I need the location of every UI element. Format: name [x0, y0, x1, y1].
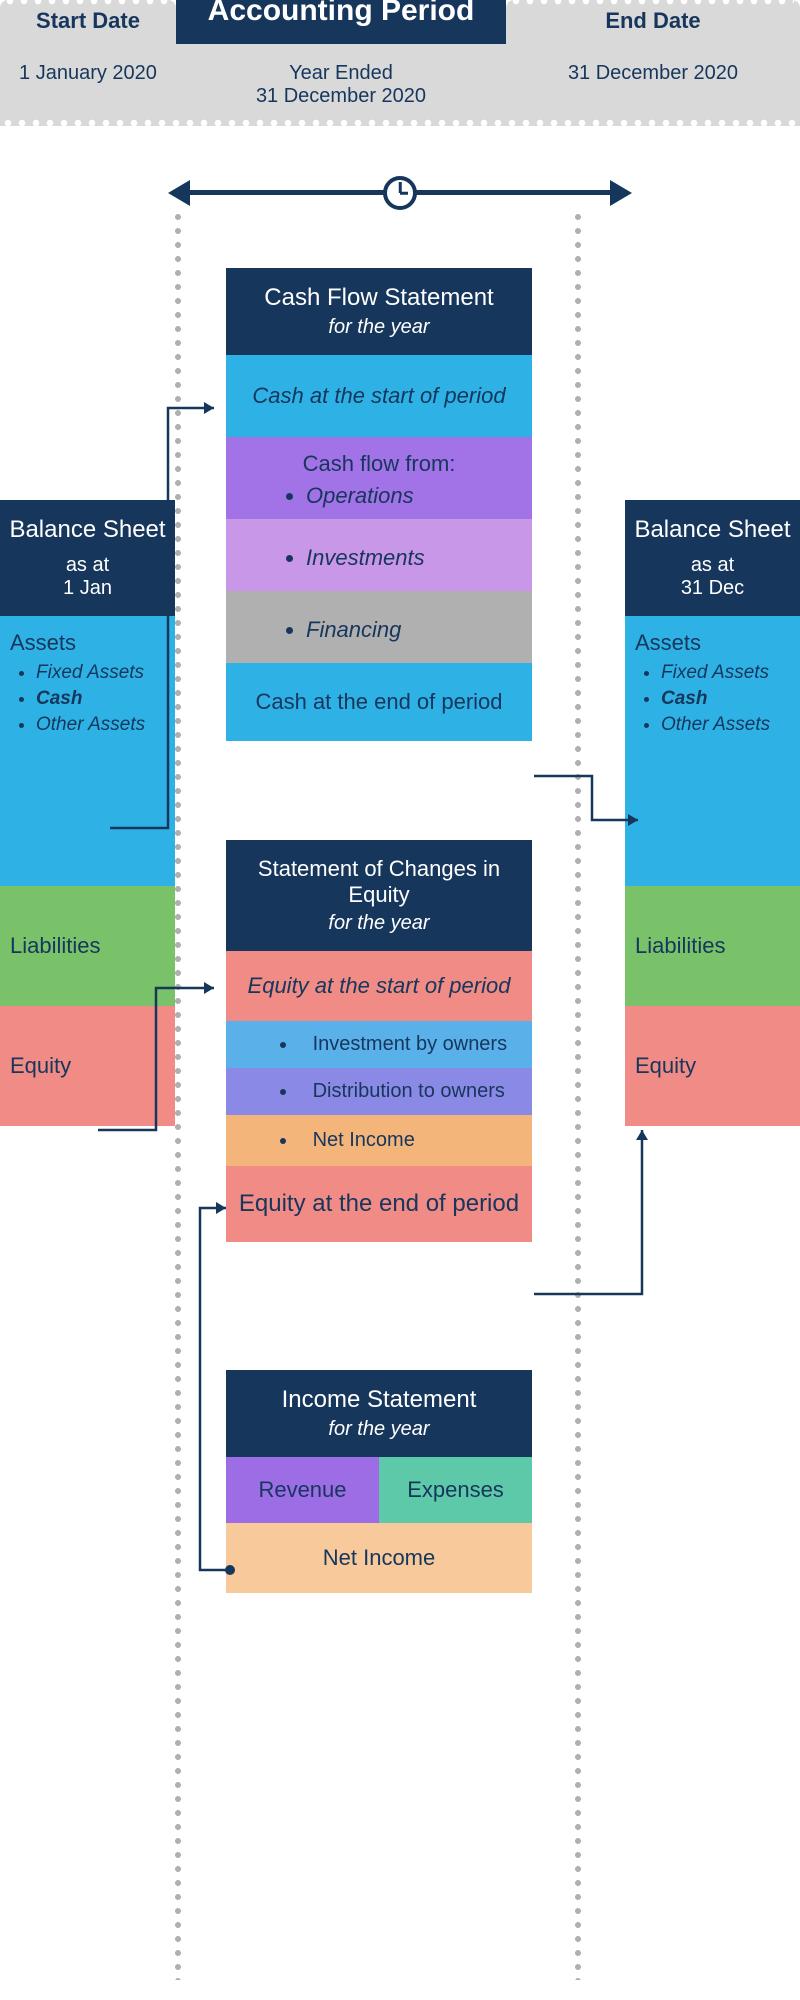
- income-title: Income Statement for the year: [226, 1370, 532, 1457]
- cashflow-inv: Investments: [226, 519, 532, 591]
- equity-end: Equity at the end of period: [226, 1166, 532, 1242]
- income-rev: Revenue: [226, 1457, 379, 1523]
- period-text: Year Ended 31 December 2020: [176, 44, 506, 126]
- start-tab: Start Date: [0, 0, 176, 44]
- balance-sheet-end: Balance Sheet as at 31 Dec Assets Fixed …: [625, 500, 800, 1126]
- start-date: 1 January 2020: [0, 44, 176, 126]
- equity-block: Statement of Changes in Equity for the y…: [226, 840, 532, 1242]
- header-dates: 1 January 2020 Year Ended 31 December 20…: [0, 44, 800, 126]
- bs-end-liab: Liabilities: [625, 886, 800, 1006]
- cashflow-from: Cash flow from: Operations: [226, 437, 532, 519]
- equity-inv: Investment by owners: [226, 1021, 532, 1068]
- bs-end-equity: Equity: [625, 1006, 800, 1126]
- bs-end-assets: Assets Fixed Assets Cash Other Assets: [625, 616, 800, 886]
- income-block: Income Statement for the year Revenue Ex…: [226, 1370, 532, 1593]
- cashflow-title: Cash Flow Statement for the year: [226, 268, 532, 355]
- main-tab: Accounting Period: [176, 0, 506, 44]
- connector-equity-end: [532, 1120, 692, 1310]
- cash-flow-block: Cash Flow Statement for the year Cash at…: [226, 268, 532, 741]
- bs-start-liab: Liabilities: [0, 886, 175, 1006]
- bs-start-title: Balance Sheet as at 1 Jan: [0, 500, 175, 616]
- equity-ni: Net Income: [226, 1115, 532, 1166]
- cash-start: Cash at the start of period: [226, 355, 532, 437]
- balance-sheet-start: Balance Sheet as at 1 Jan Assets Fixed A…: [0, 500, 175, 1126]
- equity-title: Statement of Changes in Equity for the y…: [226, 840, 532, 951]
- dotted-line-right: [575, 210, 581, 1980]
- header-tabs: Start Date Accounting Period End Date: [0, 0, 800, 44]
- dotted-line-left: [175, 210, 181, 1980]
- income-split: Revenue Expenses: [226, 1457, 532, 1523]
- bs-start-assets: Assets Fixed Assets Cash Other Assets: [0, 616, 175, 886]
- end-tab: End Date: [506, 0, 800, 44]
- income-exp: Expenses: [379, 1457, 532, 1523]
- bs-start-equity: Equity: [0, 1006, 175, 1126]
- equity-dist: Distribution to owners: [226, 1068, 532, 1115]
- clock-icon: [383, 176, 417, 210]
- income-ni: Net Income: [226, 1523, 532, 1593]
- cashflow-fin: Financing: [226, 591, 532, 663]
- cash-end: Cash at the end of period: [226, 663, 532, 741]
- equity-start: Equity at the start of period: [226, 951, 532, 1021]
- bs-end-title: Balance Sheet as at 31 Dec: [625, 500, 800, 616]
- end-date: 31 December 2020: [506, 44, 800, 126]
- period-arrow: [170, 172, 630, 212]
